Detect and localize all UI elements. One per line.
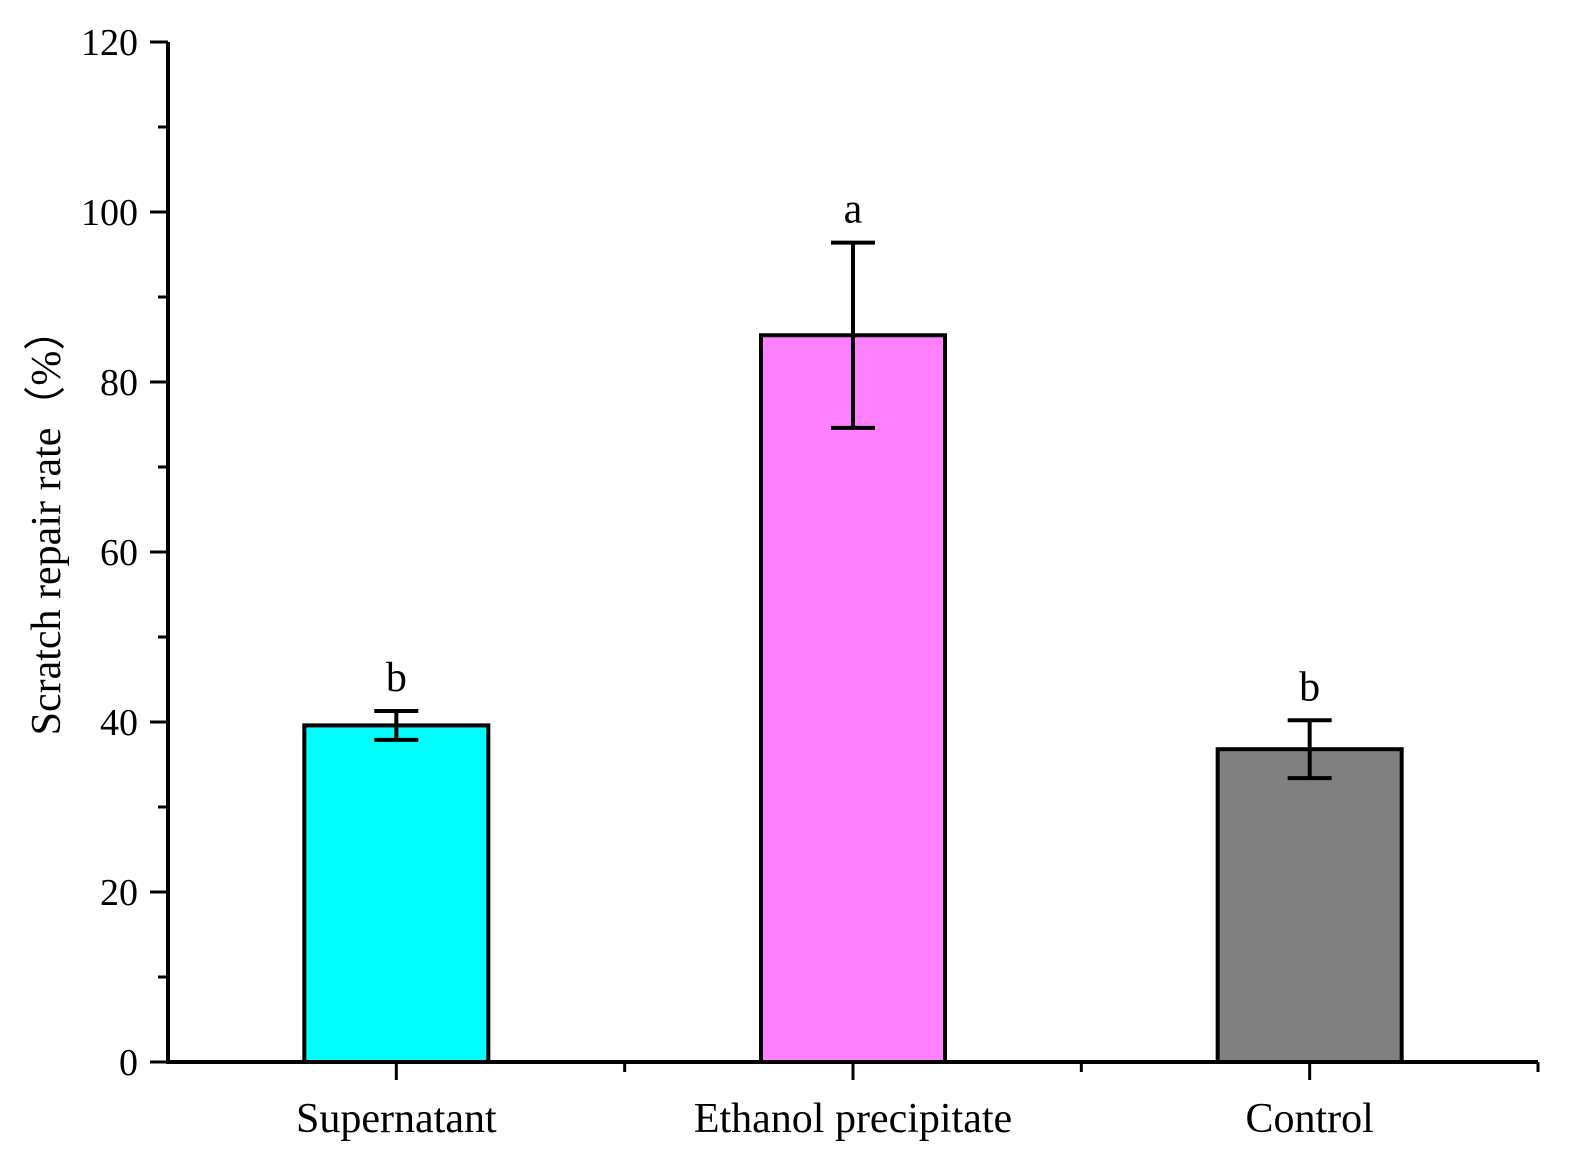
y-axis-title: Scratch repair rate（%） [24, 309, 70, 736]
x-axis-ticks: Supernatant Ethanol precipitate Control [296, 1062, 1540, 1142]
x-tick-label: Ethanol precipitate [694, 1096, 1012, 1142]
significance-letter: b [386, 655, 407, 701]
y-tick-label: 0 [119, 1042, 138, 1084]
y-tick-label: 60 [100, 532, 138, 574]
significance-letter: b [1299, 664, 1320, 710]
y-axis-ticks: 0 20 40 60 80 100 120 [81, 22, 168, 1084]
x-tick-label: Supernatant [296, 1096, 497, 1142]
plot-area: b a b [302, 187, 1404, 1065]
x-tick-label: Control [1245, 1096, 1373, 1142]
significance-letter: a [844, 187, 863, 233]
y-tick-label: 40 [100, 702, 138, 744]
bar-ethanol-precipitate [759, 333, 947, 1064]
bar-supernatant [302, 723, 491, 1065]
y-tick-label: 100 [81, 192, 138, 234]
y-tick-label: 80 [100, 362, 138, 404]
y-tick-label: 20 [100, 872, 138, 914]
bar-control [1215, 747, 1404, 1064]
y-tick-label: 120 [81, 22, 138, 64]
